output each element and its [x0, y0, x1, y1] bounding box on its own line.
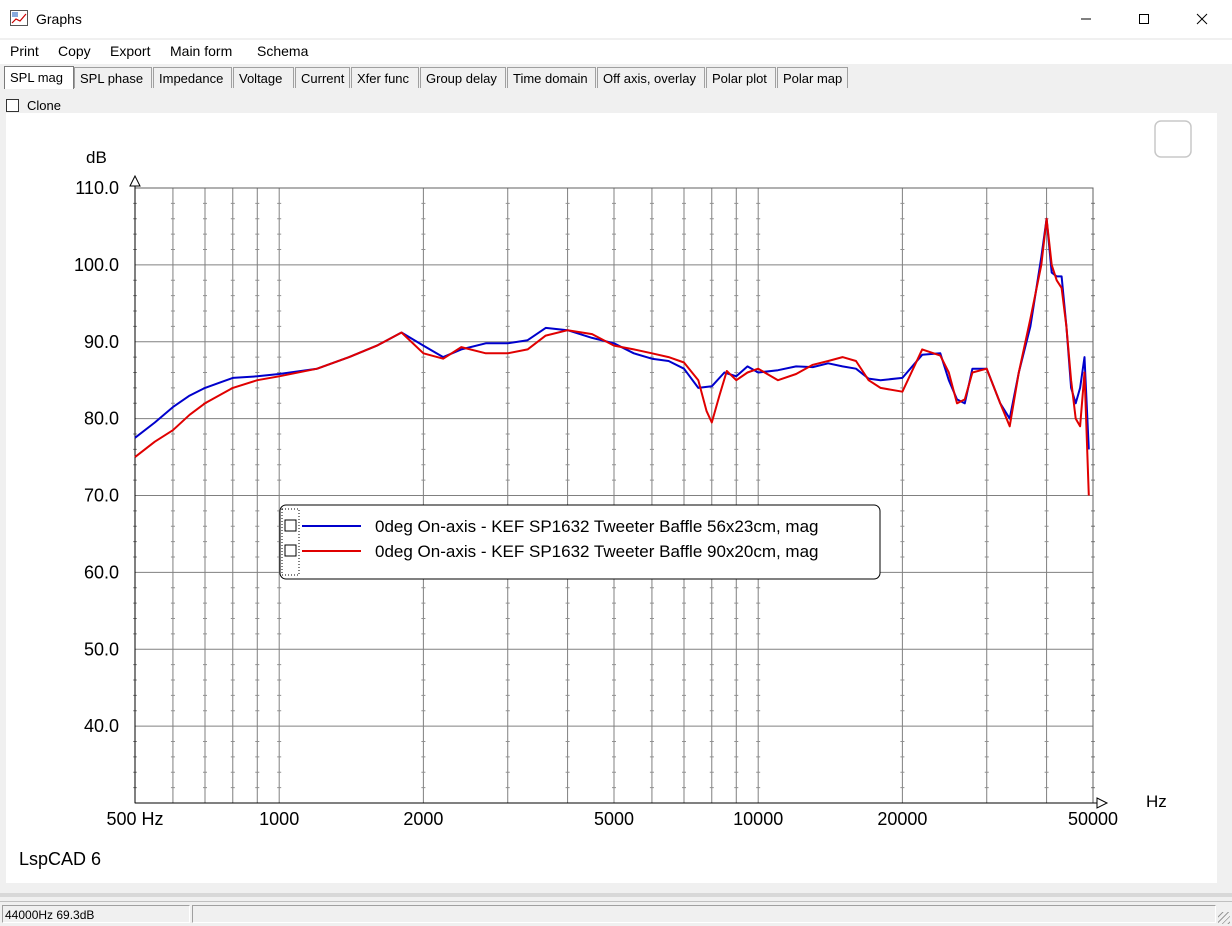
- y-tick-label: 80.0: [84, 409, 119, 429]
- tab-current[interactable]: Current: [295, 67, 350, 88]
- y-axis-arrow-icon: [129, 174, 141, 187]
- spl-chart[interactable]: 40.0 50.0 60.0 70.0 80.0 90.0 100.0 110.0 500 Hz…: [6, 113, 1217, 883]
- frame-divider: [0, 893, 1232, 897]
- x-axis-arrow-icon: [1096, 797, 1109, 809]
- tab-polar-map[interactable]: Polar map: [777, 67, 848, 88]
- tab-off-axis-overlay[interactable]: Off axis, overlay: [597, 67, 705, 88]
- series-line-1: [134, 217, 1090, 450]
- y-tick-label: 50.0: [84, 639, 119, 659]
- tab-group-delay[interactable]: Group delay: [420, 67, 506, 88]
- window-title: Graphs: [36, 11, 82, 27]
- legend-checkbox-icon: [284, 519, 297, 532]
- series-group: [134, 217, 1090, 496]
- menu-export[interactable]: Export: [110, 43, 151, 59]
- status-panel-empty: [192, 905, 1216, 923]
- graph-app-icon: [10, 10, 28, 26]
- status-bar: 44000Hz 69.3dB: [0, 901, 1232, 926]
- minimize-icon: [1081, 18, 1091, 20]
- checkbox-box[interactable]: [6, 98, 19, 112]
- graph-panel: 40.0 50.0 60.0 70.0 80.0 90.0 100.0 110.0 500 Hz…: [6, 113, 1217, 883]
- x-tick-label: 20000: [877, 809, 927, 829]
- menu-copy[interactable]: Copy: [58, 43, 91, 59]
- tab-time-domain[interactable]: Time domain: [507, 67, 596, 88]
- legend-checkbox-icon: [284, 544, 297, 557]
- tab-spl-mag[interactable]: SPL mag: [4, 66, 74, 89]
- tab-polar-plot[interactable]: Polar plot: [706, 67, 776, 88]
- status-readout: 44000Hz 69.3dB: [2, 905, 190, 923]
- menu-schema[interactable]: Schema: [257, 43, 309, 59]
- x-tick-label: 50000: [1068, 809, 1118, 829]
- axes: 40.0 50.0 60.0 70.0 80.0 90.0 100.0 110.0 500 Hz…: [74, 174, 1118, 829]
- tab-xfer-func[interactable]: Xfer func: [351, 67, 419, 88]
- y-tick-label: 60.0: [84, 562, 119, 582]
- x-tick-label: 5000: [594, 809, 634, 829]
- app-watermark: LspCAD 6: [19, 849, 101, 869]
- legend-entry-2: 0deg On-axis - KEF SP1632 Tweeter Baffle…: [375, 542, 819, 561]
- menu-print[interactable]: Print: [10, 43, 39, 59]
- grid: [133, 187, 1095, 804]
- tab-impedance[interactable]: Impedance: [153, 67, 232, 88]
- legend-box: [279, 504, 881, 580]
- menu-bar: Print Copy Export Main form Schema: [0, 40, 1232, 64]
- close-button[interactable]: [1173, 0, 1231, 38]
- series-line-2: [134, 217, 1090, 496]
- graph-tabs: SPL mag SPL phase Impedance Voltage Curr…: [0, 66, 1232, 90]
- tab-spl-phase[interactable]: SPL phase: [74, 67, 152, 88]
- x-tick-label: 10000: [733, 809, 783, 829]
- maximize-icon: [1139, 14, 1149, 24]
- x-tick-label: 1000: [259, 809, 299, 829]
- y-axis-label: dB: [86, 148, 107, 167]
- legend-entry-1: 0deg On-axis - KEF SP1632 Tweeter Baffle…: [375, 517, 819, 536]
- x-tick-label: 500 Hz: [106, 809, 163, 829]
- x-tick-label: 2000: [403, 809, 443, 829]
- y-tick-label: 110.0: [75, 178, 119, 198]
- y-tick-label: 100.0: [74, 255, 119, 275]
- x-axis-label: Hz: [1146, 792, 1167, 811]
- title-bar: Graphs: [0, 0, 1232, 38]
- y-tick-label: 90.0: [84, 332, 119, 352]
- y-tick-label: 70.0: [84, 486, 119, 506]
- clone-checkbox[interactable]: Clone: [6, 96, 61, 114]
- legend-focus-rect: [281, 508, 300, 576]
- y-tick-label: 40.0: [84, 716, 119, 736]
- minimize-button[interactable]: [1057, 0, 1115, 38]
- maximize-button[interactable]: [1115, 0, 1173, 38]
- resize-grip-icon[interactable]: [1218, 912, 1230, 924]
- clone-label: Clone: [27, 97, 61, 113]
- overlay-toggle-button[interactable]: [1154, 120, 1192, 158]
- tab-voltage[interactable]: Voltage: [233, 67, 294, 88]
- menu-main-form[interactable]: Main form: [170, 43, 233, 59]
- legend: 0deg On-axis - KEF SP1632 Tweeter Baffle…: [279, 504, 881, 580]
- close-icon: [1196, 13, 1208, 25]
